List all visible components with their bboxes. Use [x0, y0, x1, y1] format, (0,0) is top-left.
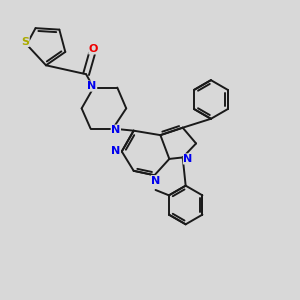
Text: N: N	[87, 81, 97, 91]
Text: N: N	[183, 154, 193, 164]
Text: N: N	[151, 176, 160, 186]
Text: N: N	[111, 125, 120, 135]
Text: N: N	[111, 146, 120, 157]
Text: S: S	[21, 37, 29, 46]
Text: O: O	[89, 44, 98, 54]
